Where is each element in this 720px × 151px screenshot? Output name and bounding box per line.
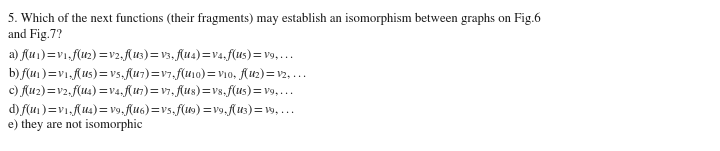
Text: b) $f(u_1) = v_1, f(u_5) = v_5, f(u_7) = v_7, f(u_{10}) = v_{10},\ f(u_2) = v_2,: b) $f(u_1) = v_1, f(u_5) = v_5, f(u_7) =… [8,65,306,82]
Text: 5. Which of the next functions (their fragments) may establish an isomorphism be: 5. Which of the next functions (their fr… [8,13,541,25]
Text: c) $f(u_2) = v_2, f(u_4) = v_4, f(u_7) = v_7, f(u_8) = v_8, f(u_5) = v_9, ...$: c) $f(u_2) = v_2, f(u_4) = v_4, f(u_7) =… [8,83,294,99]
Text: d) $f(u_1) = v_1, f(u_4) = v_9, f(u_6) = v_5, f(u_9) = v_9, f(u_3) = v_9, ...$: d) $f(u_1) = v_1, f(u_4) = v_9, f(u_6) =… [8,101,294,118]
Text: e) they are not isomorphic: e) they are not isomorphic [8,119,143,131]
Text: a) $f(u_1) = v_1, f(u_2) = v_2, f(u_3) = v_3, f(u_4) = v_4, f(u_5) = v_9, ...$: a) $f(u_1) = v_1, f(u_2) = v_2, f(u_3) =… [8,47,294,63]
Text: and Fig.7?: and Fig.7? [8,29,62,41]
